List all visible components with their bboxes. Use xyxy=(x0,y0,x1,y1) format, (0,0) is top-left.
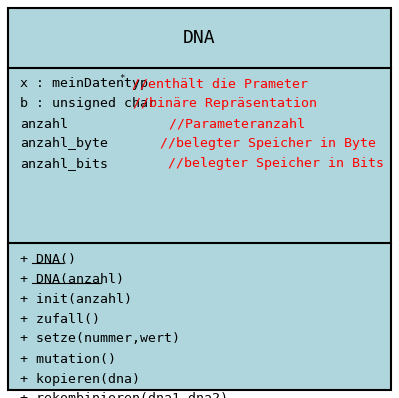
Text: + kopieren(dna): + kopieren(dna) xyxy=(20,373,140,386)
Text: *: * xyxy=(119,74,124,84)
Text: anzahl_byte: anzahl_byte xyxy=(20,137,108,150)
Text: //belegter Speicher in Byte: //belegter Speicher in Byte xyxy=(88,137,376,150)
FancyBboxPatch shape xyxy=(8,8,391,390)
Text: + init(anzahl): + init(anzahl) xyxy=(20,293,132,306)
Text: //enthält die Prameter: //enthält die Prameter xyxy=(124,78,308,90)
Text: + rekombinieren(dna1,dna2): + rekombinieren(dna1,dna2) xyxy=(20,392,228,398)
Text: DNA: DNA xyxy=(183,29,216,47)
Text: anzahl: anzahl xyxy=(20,117,68,131)
Text: //Parameteranzahl: //Parameteranzahl xyxy=(57,117,305,131)
Text: + DNA(anzahl): + DNA(anzahl) xyxy=(20,273,124,285)
Text: + zufall(): + zufall() xyxy=(20,312,100,326)
Text: //binäre Repräsentation: //binäre Repräsentation xyxy=(125,98,317,111)
Text: anzahl_bits: anzahl_bits xyxy=(20,158,108,170)
Text: //belegter Speicher in Bits: //belegter Speicher in Bits xyxy=(88,158,384,170)
Text: b : unsigned char: b : unsigned char xyxy=(20,98,156,111)
Text: x : meinDatentyp: x : meinDatentyp xyxy=(20,78,148,90)
Text: + DNA(): + DNA() xyxy=(20,252,76,265)
Text: + mutation(): + mutation() xyxy=(20,353,116,365)
Text: + setze(nummer,wert): + setze(nummer,wert) xyxy=(20,332,180,345)
